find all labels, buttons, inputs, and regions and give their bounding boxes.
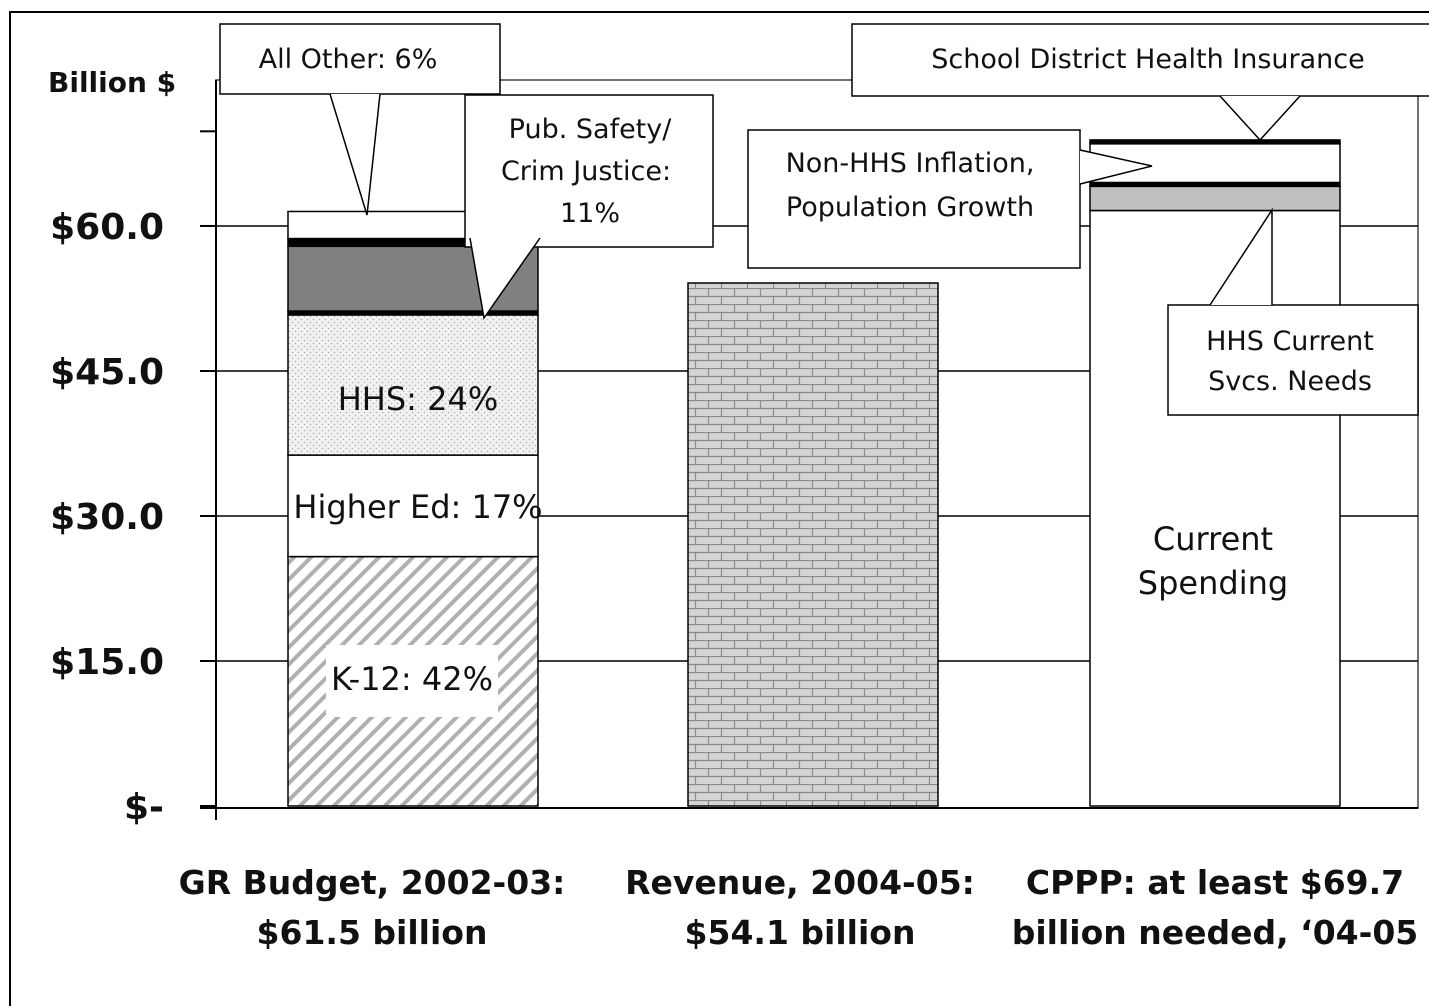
callout-text-non_hhs: Population Growth: [786, 192, 1034, 223]
segment-label-highered: Higher Ed: 17%: [293, 488, 542, 526]
category-label: Revenue, 2004-05:: [625, 863, 975, 902]
bar-segment-insurance: [1089, 139, 1341, 145]
y-tick-label: $30.0: [50, 497, 164, 538]
segment-label-current-1: Current: [1153, 520, 1273, 558]
callout-pointer-school_ins: [1219, 95, 1301, 142]
segment-label-hhs: HHS: 24%: [338, 380, 499, 418]
bar-segment-hhs: [287, 314, 539, 456]
bar-segment-hhs_current: [1089, 185, 1341, 212]
y-tick-label: $-: [124, 787, 164, 828]
segment-label-current-2: Spending: [1138, 564, 1288, 602]
segment-label-k12: K-12: 42%: [331, 660, 493, 698]
callout-pointer-fill-pub_safety: [470, 238, 540, 318]
callout-box-non_hhs: [747, 129, 1081, 269]
callout-text-pub_safety: Crim Justice:: [501, 156, 671, 187]
callout-text-all_other: All Other: 6%: [259, 44, 438, 75]
callout-box-all_other: [219, 23, 501, 95]
callout-text-school_ins: School District Health Insurance: [931, 44, 1365, 75]
y-tick-label: $45.0: [50, 352, 164, 393]
y-tick-label: $60.0: [50, 207, 164, 248]
segment-labels: K-12: 42% Higher Ed: 17% HHS: 24% Current Sp…: [293, 380, 1288, 717]
callout-pointer-pub_safety: [469, 237, 541, 320]
category-label: $54.1 billion: [685, 913, 916, 952]
label-background: [326, 645, 498, 717]
callout-text-pub_safety: Pub. Safety/: [509, 114, 673, 145]
callout-pointer-all_other: [329, 93, 381, 216]
callout-text-non_hhs: Non-HHS Inflation,: [786, 148, 1035, 179]
callout-box-pub_safety: [464, 94, 714, 248]
callout-pointer-fill-all_other: [330, 94, 380, 215]
bar-segment-revenue: [687, 282, 939, 807]
category-labels: GR Budget, 2002-03: $61.5 billion Revenue,…: [179, 863, 1419, 952]
callout-text-hhs_needs: HHS Current: [1206, 326, 1374, 357]
callout-box-hhs_needs: [1167, 304, 1419, 416]
callout-pointer-hhs_needs: [1209, 207, 1273, 306]
y-axis-label: Billion $: [48, 66, 176, 99]
y-tick-label: $15.0: [50, 642, 164, 683]
category-label: GR Budget, 2002-03:: [179, 863, 566, 902]
callout-text-hhs_needs: Svcs. Needs: [1208, 366, 1372, 397]
callout-text-pub_safety: 11%: [560, 198, 620, 229]
callout-pointer-fill-non_hhs: [1080, 150, 1152, 184]
category-label: $61.5 billion: [257, 913, 488, 952]
outer-frame: [9, 11, 1429, 1006]
callout-pointer-fill-school_ins: [1220, 96, 1300, 140]
bar-segment-highered: [287, 454, 539, 558]
category-label: CPPP: at least $69.7: [1026, 863, 1404, 902]
callout-pointer-non_hhs: [1079, 149, 1153, 185]
callout-box-school_ins: [851, 23, 1429, 97]
y-axis-ticks: $- $15.0 $30.0 $45.0 $60.0: [50, 130, 216, 828]
callouts: All Other: 6% Pub. Safety/Crim Justice: 11…: [219, 23, 1429, 416]
category-label: billion needed, ‘04-05: [1012, 913, 1419, 952]
